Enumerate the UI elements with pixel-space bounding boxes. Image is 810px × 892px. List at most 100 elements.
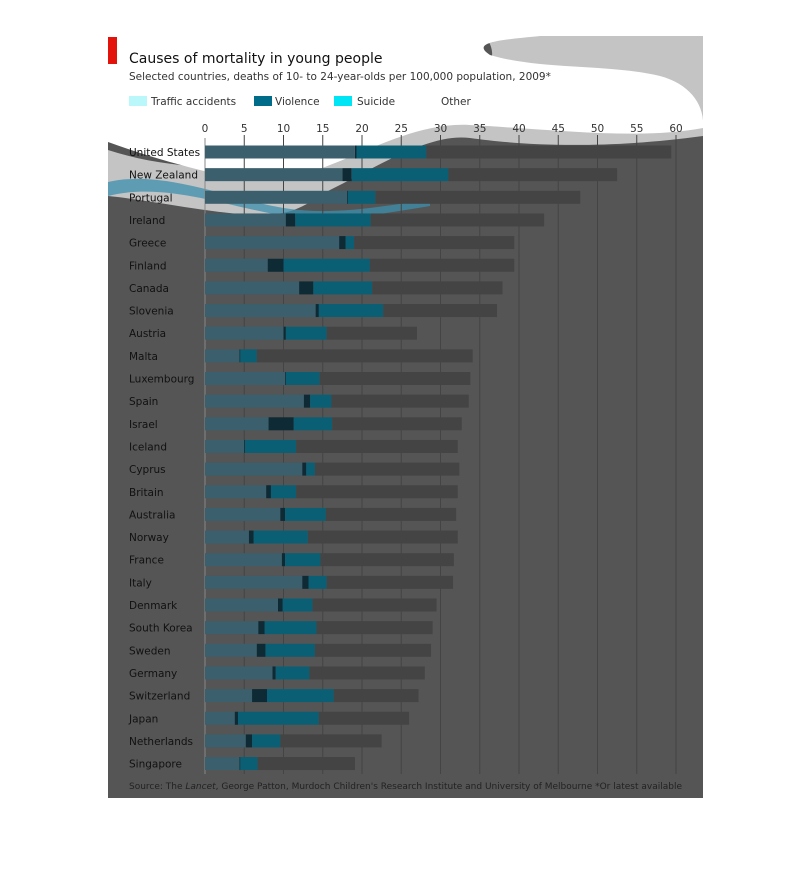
country-label-south-korea: South Korea (129, 623, 193, 635)
bar-south-korea-traffic-accidents (205, 621, 259, 635)
bar-portugal-suicide (347, 190, 376, 204)
footnote: *Or latest available (595, 782, 682, 792)
bar-ireland-other (370, 213, 545, 227)
bar-japan-violence (234, 711, 238, 725)
bar-spain-other (331, 394, 469, 408)
bar-singapore-violence (239, 757, 241, 771)
bar-australia-suicide (285, 507, 326, 521)
bar-france-suicide (285, 553, 321, 567)
bar-finland-violence (267, 258, 284, 272)
country-label-finland: Finland (129, 260, 167, 272)
bar-japan-traffic-accidents (205, 711, 235, 725)
bar-portugal-traffic-accidents (205, 190, 348, 204)
x-tick-15: 15 (316, 123, 329, 135)
country-label-singapore: Singapore (129, 759, 182, 771)
country-label-denmark: Denmark (129, 600, 178, 612)
bar-netherlands-other (280, 734, 382, 748)
bar-finland-other (369, 258, 515, 272)
bar-spain-traffic-accidents (205, 394, 304, 408)
bar-iceland-suicide (245, 439, 297, 453)
country-label-japan: Japan (128, 713, 158, 725)
bar-austria-violence (283, 326, 286, 340)
bar-germany-suicide (275, 666, 310, 680)
white-swoosh (108, 36, 704, 179)
bar-canada-suicide (313, 281, 373, 295)
legend-swatch-suicide (334, 96, 352, 106)
country-label-canada: Canada (129, 283, 169, 295)
bar-iceland-traffic-accidents (205, 439, 245, 453)
bar-cyprus-other (314, 462, 460, 476)
x-tick-60: 60 (669, 123, 682, 135)
bar-new-zealand-traffic-accidents (205, 168, 343, 182)
bar-israel-other (332, 417, 462, 431)
legend-swatch-other (419, 96, 437, 106)
legend-label-violence: Violence (275, 96, 320, 108)
bar-iceland-other (296, 439, 458, 453)
bar-portugal-violence (347, 190, 348, 204)
bar-sweden-violence (256, 643, 266, 657)
bar-japan-suicide (237, 711, 319, 725)
country-label-israel: Israel (129, 419, 158, 431)
bar-germany-violence (272, 666, 276, 680)
country-label-luxembourg: Luxembourg (129, 374, 194, 386)
bar-israel-suicide (293, 417, 333, 431)
bar-denmark-other (312, 598, 437, 612)
bar-australia-violence (280, 507, 286, 521)
bar-norway-violence (248, 530, 254, 544)
bar-malta-other (256, 349, 473, 363)
bar-japan-other (318, 711, 410, 725)
country-label-slovenia: Slovenia (129, 306, 174, 318)
bar-italy-violence (302, 575, 309, 589)
bar-canada-violence (299, 281, 314, 295)
bar-switzerland-traffic-accidents (205, 689, 253, 703)
country-label-germany: Germany (129, 668, 177, 680)
bar-portugal-other (375, 190, 581, 204)
bar-greece-other (354, 236, 515, 250)
legend: Traffic accidents Violence Suicide Other (129, 96, 471, 108)
bar-south-korea-suicide (264, 621, 317, 635)
country-label-ireland: Ireland (129, 215, 165, 227)
bar-singapore-other (257, 757, 355, 771)
bar-united-states-traffic-accidents (205, 145, 355, 159)
bar-greece-suicide (345, 236, 355, 250)
bar-norway-traffic-accidents (205, 530, 249, 544)
country-label-italy: Italy (129, 577, 152, 589)
x-tick-5: 5 (241, 123, 248, 135)
bar-netherlands-violence (245, 734, 253, 748)
country-label-united-states: United States (129, 147, 200, 159)
bar-new-zealand-other (448, 168, 618, 182)
bar-luxembourg-suicide (285, 372, 320, 385)
country-label-greece: Greece (129, 238, 166, 250)
country-label-malta: Malta (129, 351, 158, 363)
bar-sweden-suicide (265, 643, 315, 657)
x-tick-35: 35 (473, 123, 486, 135)
bar-new-zealand-violence (342, 168, 352, 182)
bar-ireland-violence (285, 213, 296, 227)
bar-canada-other (372, 281, 503, 295)
bar-singapore-traffic-accidents (205, 757, 240, 771)
bar-luxembourg-traffic-accidents (205, 372, 286, 385)
country-label-portugal: Portugal (129, 192, 173, 204)
bar-united-states-violence (354, 145, 357, 159)
bar-slovenia-suicide (318, 304, 384, 318)
bar-australia-traffic-accidents (205, 507, 281, 521)
bar-cyprus-traffic-accidents (205, 462, 303, 476)
accent-bar (108, 37, 117, 64)
x-tick-20: 20 (355, 123, 368, 135)
source-note: Source: The Lancet, George Patton, Murdo… (129, 782, 593, 792)
x-tick-0: 0 (202, 123, 209, 135)
country-label-spain: Spain (129, 396, 158, 408)
bar-france-other (320, 553, 454, 567)
bar-malta-violence (239, 349, 241, 363)
bar-malta-suicide (240, 349, 257, 363)
bar-britain-suicide (270, 485, 297, 499)
bar-finland-traffic-accidents (205, 258, 268, 272)
bar-new-zealand-suicide (351, 168, 449, 182)
bar-slovenia-other (383, 304, 498, 318)
country-label-iceland: Iceland (129, 441, 167, 453)
legend-label-traffic-accidents: Traffic accidents (150, 96, 236, 108)
bar-britain-violence (266, 485, 271, 499)
bar-britain-other (296, 485, 458, 499)
bar-france-traffic-accidents (205, 553, 282, 567)
bar-denmark-suicide (282, 598, 313, 612)
